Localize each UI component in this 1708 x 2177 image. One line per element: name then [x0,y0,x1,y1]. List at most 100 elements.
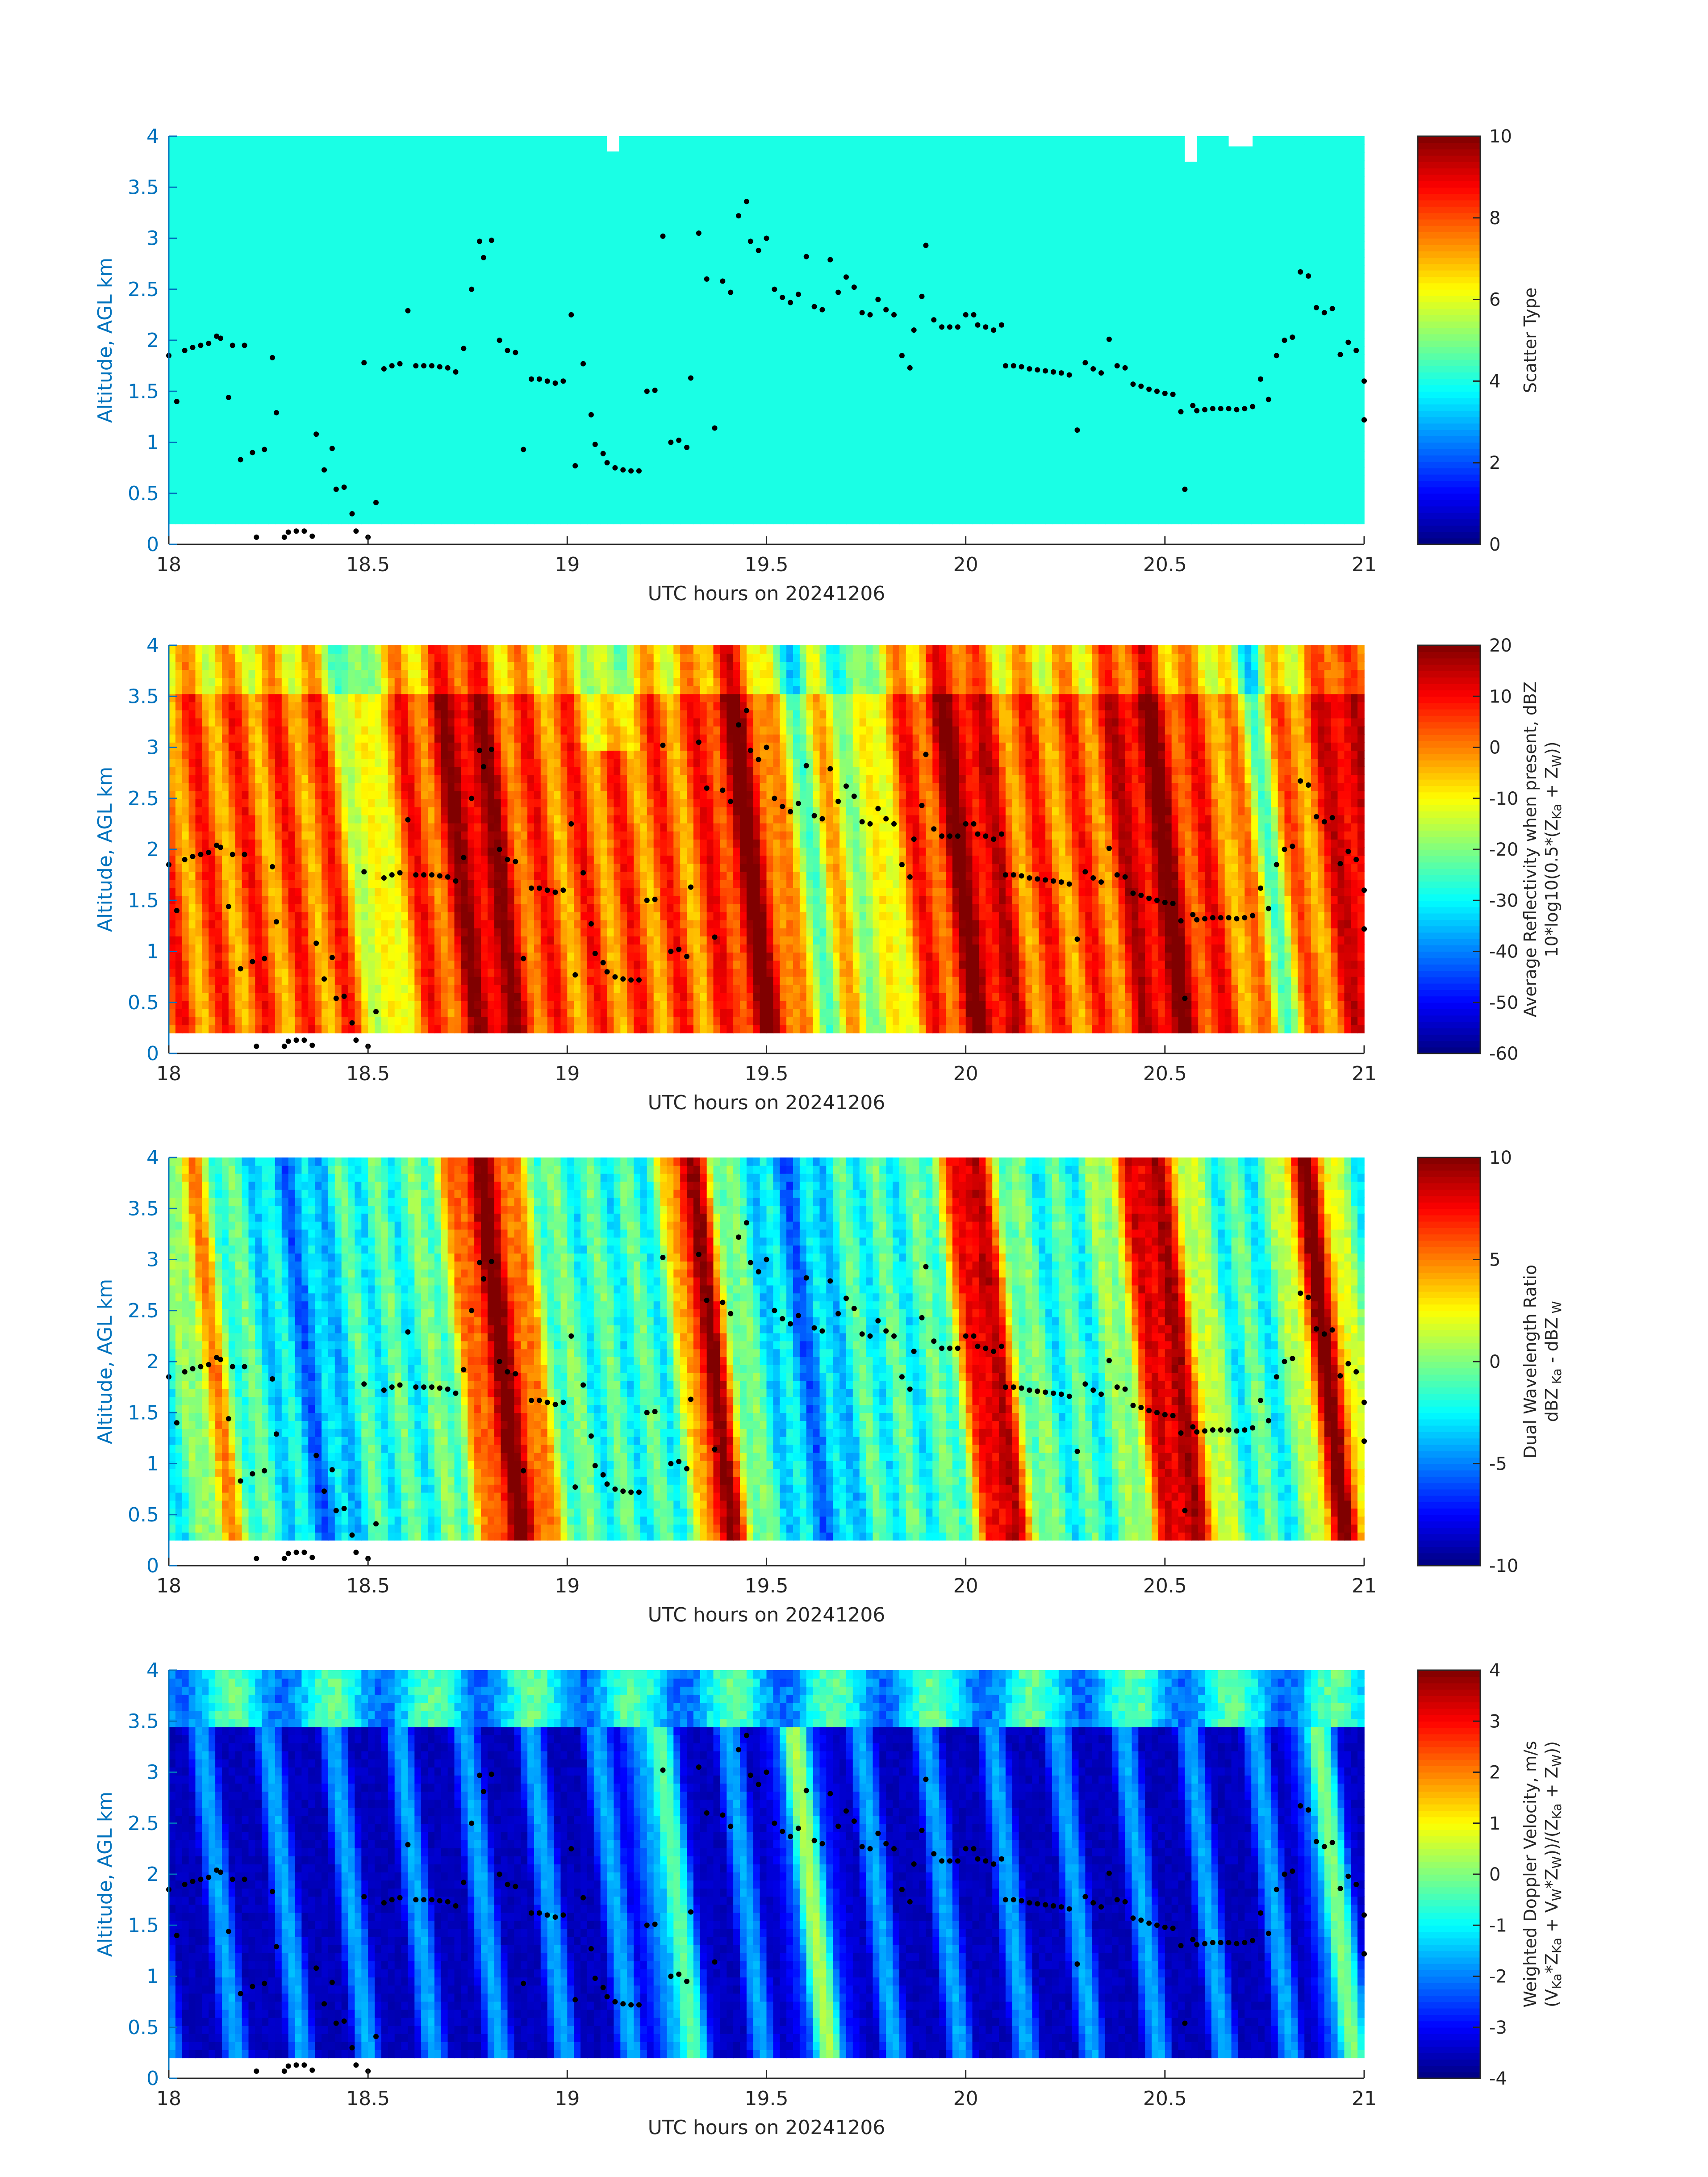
heatmap-cell [441,160,448,169]
heatmap-cell [182,225,189,234]
heatmap-cell [673,467,681,476]
heatmap-cell [468,241,475,250]
heatmap-cell [461,386,468,395]
heatmap-cell [580,136,588,145]
heatmap-cell [753,273,760,282]
heatmap-cell [288,362,296,371]
heatmap-cell [839,483,847,492]
heatmap-cell [527,508,535,516]
heatmap-cell [468,136,475,145]
heatmap-cell [368,144,375,153]
heatmap-cell [394,346,402,355]
heatmap-cell [527,201,535,209]
heatmap-cell [653,427,661,436]
heatmap-cell [414,257,422,266]
heatmap-cell [554,330,561,338]
heatmap-cell [547,305,555,314]
heatmap-cell [222,241,229,250]
heatmap-cell [852,209,860,217]
heatmap-cell [660,354,668,363]
heatmap-cell [567,500,574,508]
heatmap-cell [527,160,535,169]
heatmap-cell [474,152,481,161]
heatmap-cell [653,273,661,282]
heatmap-cell [813,403,820,411]
heatmap-cell [706,241,714,250]
heatmap-cell [733,257,740,266]
heatmap-cell [401,160,409,169]
heatmap-cell [288,354,296,363]
heatmap-cell [574,152,581,161]
heatmap-cell [514,483,522,492]
heatmap-cell [401,168,409,177]
heatmap-cell [667,233,674,242]
heatmap-cell [375,201,382,209]
heatmap-cell [614,209,621,217]
heatmap-cell [733,386,740,395]
heatmap-cell [501,176,508,185]
heatmap-cell [799,443,807,452]
heatmap-cell [248,241,256,250]
heatmap-cell [560,273,568,282]
heatmap-cell [766,346,774,355]
heatmap-cell [414,451,422,460]
heatmap-cell [262,403,269,411]
heatmap-cell [421,257,428,266]
heatmap-cell [746,265,754,274]
heatmap-cell [355,435,362,444]
heatmap-cell [634,314,641,322]
heatmap-cell [634,217,641,226]
heatmap-cell [554,249,561,258]
heatmap-cell [773,378,781,387]
heatmap-cell [235,500,242,508]
heatmap-cell [547,201,555,209]
heatmap-cell [262,160,269,169]
heatmap-cell [222,346,229,355]
heatmap-cell [341,459,349,468]
heatmap-cell [806,419,814,427]
heatmap-cell [521,314,528,322]
heatmap-cell [700,297,707,306]
heatmap-cell [255,192,262,201]
heatmap-cell [727,451,734,460]
heatmap-cell [700,168,707,177]
heatmap-cell [182,386,189,395]
heatmap-cell [554,152,561,161]
heatmap-cell [793,152,800,161]
heatmap-cell [394,411,402,419]
heatmap-cell [846,330,853,338]
heatmap-cell [554,362,561,371]
heatmap-cell [494,411,501,419]
heatmap-cell [295,217,302,226]
heatmap-cell [215,273,222,282]
heatmap-cell [773,136,781,145]
heatmap-cell [235,249,242,258]
heatmap-cell [447,386,455,395]
heatmap-cell [846,451,853,460]
heatmap-cell [527,354,535,363]
heatmap-cell [700,265,707,274]
heatmap-cell [693,152,701,161]
heatmap-cell [301,516,309,525]
heatmap-cell [461,362,468,371]
heatmap-cell [587,330,594,338]
heatmap-cell [740,192,747,201]
heatmap-cell [394,144,402,153]
heatmap-cell [852,144,860,153]
heatmap-cell [434,144,442,153]
heatmap-cell [322,160,329,169]
heatmap-cell [567,459,574,468]
heatmap-cell [434,217,442,226]
heatmap-cell [740,136,747,145]
heatmap-cell [560,516,568,525]
heatmap-cell [268,443,276,452]
heatmap-cell [653,451,661,460]
heatmap-cell [839,289,847,298]
heatmap-cell [527,176,535,185]
heatmap-cell [760,192,767,201]
heatmap-cell [408,451,415,460]
heatmap-cell [474,160,481,169]
heatmap-cell [428,475,435,484]
heatmap-cell [746,508,754,516]
heatmap-cell [773,152,781,161]
